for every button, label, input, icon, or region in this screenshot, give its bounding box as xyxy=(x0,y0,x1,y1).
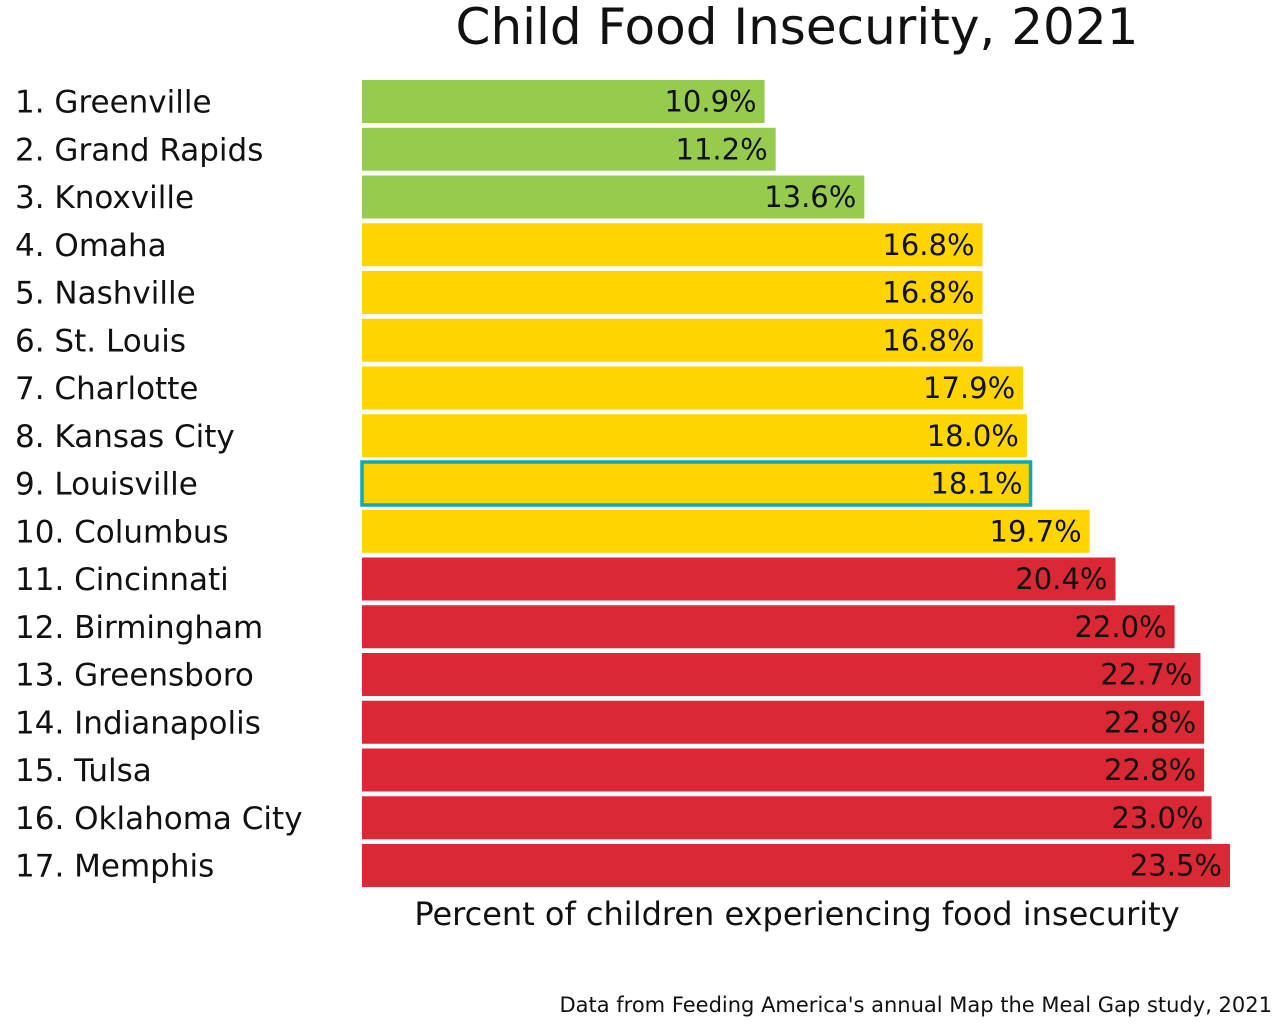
bar xyxy=(362,796,1212,840)
value-label: 13.6% xyxy=(764,180,856,214)
category-label: 15. Tulsa xyxy=(15,753,152,789)
value-label: 16.8% xyxy=(882,276,974,310)
bar xyxy=(362,271,983,314)
value-label: 18.0% xyxy=(927,419,1019,453)
bar xyxy=(362,462,1031,505)
category-label: 17. Memphis xyxy=(15,849,214,885)
value-label: 22.8% xyxy=(1104,705,1196,739)
category-label: 2. Grand Rapids xyxy=(15,132,263,168)
bar xyxy=(362,223,983,267)
chart-title: Child Food Insecurity, 2021 xyxy=(456,0,1139,56)
bar xyxy=(362,844,1230,887)
value-label: 20.4% xyxy=(1015,562,1107,596)
category-label: 10. Columbus xyxy=(15,514,229,550)
category-label: 5. Nashville xyxy=(15,276,196,312)
value-label: 16.8% xyxy=(882,323,974,357)
value-label: 17.9% xyxy=(923,371,1015,405)
x-axis-label: Percent of children experiencing food in… xyxy=(414,895,1179,933)
value-label: 11.2% xyxy=(676,132,768,166)
category-label: 8. Kansas City xyxy=(15,419,235,455)
category-label: 16. Oklahoma City xyxy=(15,801,303,837)
category-label: 7. Charlotte xyxy=(15,371,198,407)
value-label: 19.7% xyxy=(990,514,1082,548)
bar xyxy=(362,700,1205,744)
bar xyxy=(362,366,1024,410)
bar xyxy=(362,653,1201,696)
value-label: 18.1% xyxy=(930,467,1022,501)
value-label: 22.7% xyxy=(1100,658,1192,692)
bar xyxy=(362,127,776,171)
source-note: Data from Feeding America's annual Map t… xyxy=(559,993,1272,1017)
bar xyxy=(362,175,865,219)
bar xyxy=(362,509,1090,553)
value-label: 10.9% xyxy=(664,85,756,119)
category-label: 14. Indianapolis xyxy=(15,705,261,741)
bar xyxy=(362,318,983,362)
category-label: 9. Louisville xyxy=(15,467,198,503)
category-label: 3. Knoxville xyxy=(15,180,194,216)
highlight-outline xyxy=(360,460,1033,507)
bar xyxy=(362,414,1027,458)
bar xyxy=(362,748,1205,792)
value-label: 16.8% xyxy=(882,228,974,262)
category-label: 11. Cincinnati xyxy=(15,562,229,598)
value-label: 22.0% xyxy=(1074,610,1166,644)
category-label: 12. Birmingham xyxy=(15,610,263,646)
value-label: 23.0% xyxy=(1111,801,1203,835)
category-label: 1. Greenville xyxy=(15,85,212,121)
category-label: 4. Omaha xyxy=(15,228,167,264)
value-label: 22.8% xyxy=(1104,753,1196,787)
category-label: 13. Greensboro xyxy=(15,658,254,694)
bar xyxy=(362,557,1116,601)
category-label: 6. St. Louis xyxy=(15,323,186,359)
value-label: 23.5% xyxy=(1130,849,1222,883)
bar xyxy=(362,605,1175,649)
bar xyxy=(362,80,765,123)
